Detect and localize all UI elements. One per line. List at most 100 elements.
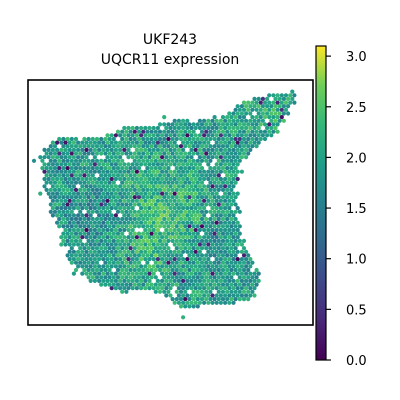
- expression-spot: [199, 246, 205, 251]
- expression-spot: [191, 238, 196, 243]
- expression-spot: [225, 260, 230, 265]
- expression-spot: [204, 122, 209, 127]
- expression-spot: [80, 198, 85, 203]
- expression-spot: [214, 198, 219, 203]
- expression-spot: [218, 162, 223, 167]
- expression-spot: [202, 257, 207, 262]
- expression-spot: [170, 187, 175, 192]
- expression-spot: [191, 151, 196, 156]
- expression-spot: [126, 155, 131, 160]
- expression-spot: [130, 213, 135, 218]
- expression-spot: [231, 111, 236, 116]
- expression-spot: [239, 293, 244, 298]
- expression-spot: [218, 220, 223, 225]
- expression-spot: [111, 275, 116, 280]
- expression-spot: [197, 176, 202, 182]
- expression-spot: [214, 133, 219, 138]
- expression-spot: [162, 144, 167, 149]
- expression-spot: [136, 180, 142, 185]
- chart-title-line2: UQCR11 expression: [101, 52, 240, 68]
- expression-spot: [210, 118, 215, 123]
- expression-spot: [239, 249, 244, 254]
- expression-spot: [292, 100, 297, 105]
- expression-spot: [124, 216, 129, 222]
- expression-spot: [111, 151, 116, 156]
- expression-spot: [147, 198, 152, 203]
- expression-spot: [128, 209, 133, 214]
- expression-spot: [86, 238, 91, 243]
- expression-spot: [235, 155, 240, 160]
- expression-spot: [191, 216, 196, 222]
- expression-spot: [208, 166, 213, 171]
- expression-spot: [153, 166, 158, 171]
- expression-spot: [73, 166, 79, 171]
- expression-spot: [107, 202, 112, 207]
- expression-spot: [256, 278, 261, 283]
- expression-spot: [147, 286, 152, 291]
- expression-spot: [90, 187, 95, 192]
- expression-spot: [122, 147, 127, 152]
- expression-spot: [195, 297, 200, 302]
- expression-spot: [128, 187, 133, 192]
- expression-spot: [187, 260, 192, 265]
- expression-spot: [99, 238, 104, 243]
- expression-spot: [76, 169, 81, 174]
- expression-spot: [218, 293, 223, 298]
- expression-spot: [115, 173, 121, 178]
- expression-spot: [134, 278, 139, 283]
- expression-spot: [210, 235, 215, 240]
- expression-spot: [174, 144, 179, 149]
- expression-spot: [181, 271, 186, 276]
- expression-spot: [229, 122, 234, 127]
- expression-spot: [71, 227, 76, 233]
- expression-spot: [69, 216, 74, 222]
- expression-spot: [157, 216, 163, 222]
- expression-spot: [208, 187, 213, 192]
- expression-spot: [183, 158, 188, 163]
- expression-spot: [239, 271, 244, 276]
- expression-spot: [212, 209, 217, 214]
- expression-spot: [84, 249, 89, 254]
- expression-spot: [197, 242, 202, 247]
- expression-spot: [168, 184, 173, 189]
- expression-spot: [250, 144, 255, 149]
- expression-spot: [210, 220, 215, 225]
- expression-spot: [153, 238, 158, 243]
- expression-spot: [162, 253, 167, 258]
- expression-spot: [241, 246, 247, 251]
- expression-spot: [71, 249, 76, 254]
- expression-spot: [92, 271, 97, 276]
- expression-spot: [139, 257, 144, 262]
- expression-spot: [67, 242, 72, 247]
- expression-spot: [191, 253, 196, 258]
- expression-spot: [67, 184, 72, 189]
- expression-spot: [67, 257, 72, 262]
- expression-spot: [225, 282, 230, 287]
- expression-spot: [84, 198, 89, 203]
- expression-spot: [185, 278, 190, 283]
- expression-spot: [151, 286, 156, 291]
- expression-spot: [50, 147, 56, 152]
- expression-spot: [109, 213, 114, 218]
- expression-spot: [212, 224, 217, 229]
- expression-spot: [248, 257, 253, 262]
- expression-spot: [227, 220, 232, 225]
- expression-spot: [193, 191, 198, 196]
- expression-spot: [218, 206, 223, 211]
- expression-spot: [162, 289, 167, 294]
- expression-spot: [149, 187, 154, 192]
- expression-spot: [50, 198, 56, 203]
- expression-spot: [183, 180, 188, 185]
- expression-spot: [107, 267, 112, 273]
- expression-spot: [185, 249, 190, 254]
- expression-spot: [241, 238, 247, 243]
- expression-spot: [199, 253, 205, 258]
- expression-spot: [231, 264, 236, 269]
- expression-spot: [166, 158, 171, 163]
- expression-spot: [210, 227, 215, 233]
- expression-spot: [254, 282, 259, 287]
- expression-spot: [120, 136, 125, 142]
- expression-spot: [181, 315, 186, 320]
- expression-spot: [105, 191, 110, 196]
- expression-spot: [67, 147, 72, 152]
